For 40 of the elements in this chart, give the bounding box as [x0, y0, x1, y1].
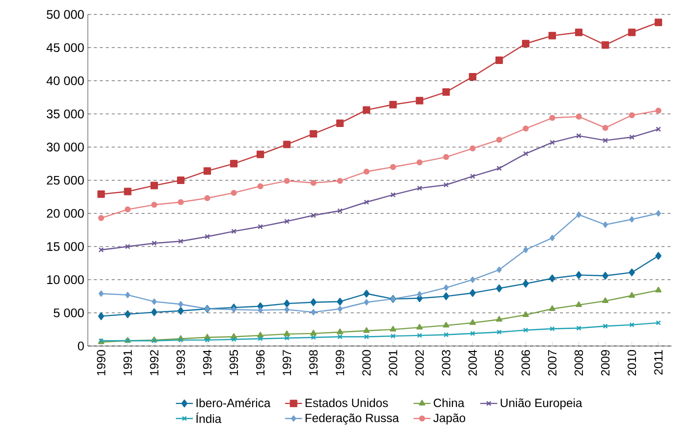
- x-tick-label: 1996: [256, 350, 265, 376]
- legend-label: Federação Russa: [306, 413, 399, 425]
- x-tick-label: 1991: [123, 350, 132, 376]
- y-tick-label: 0: [78, 342, 84, 350]
- x-tick-label: 1999: [336, 350, 344, 376]
- x-tick-label: 2002: [415, 350, 424, 376]
- legend-label: União Europeia: [500, 398, 582, 410]
- legend-label: Estados Unidos: [306, 398, 388, 408]
- legend-label: Índia: [196, 412, 222, 424]
- x-tick-label: 2006: [521, 350, 530, 376]
- x-tick-label: 2000: [362, 350, 371, 376]
- x-tick-label: 1993: [176, 350, 185, 376]
- x-tick-label: 1992: [150, 350, 158, 376]
- x-tick-label: 2008: [574, 350, 584, 376]
- y-tick-label: 45 000: [46, 43, 84, 52]
- legend-label: China: [434, 398, 464, 408]
- y-tick-label: 20 000: [46, 209, 84, 218]
- y-tick-label: 15 000: [47, 242, 84, 252]
- y-tick-label: 50 000: [46, 10, 84, 19]
- x-tick-label: 2001: [388, 350, 398, 376]
- x-tick-label: 1994: [203, 350, 212, 376]
- x-tick-label: 1990: [96, 350, 106, 376]
- x-tick-label: 2009: [601, 350, 610, 376]
- x-tick-label: 2004: [468, 350, 477, 376]
- x-tick-label: 2010: [628, 350, 636, 376]
- x-tick-label: 2003: [442, 350, 450, 376]
- legend-label: Ibero-América: [196, 398, 271, 408]
- y-tick-label: 10 000: [47, 275, 84, 284]
- y-tick-label: 35 000: [46, 110, 84, 118]
- x-tick-label: 2007: [548, 350, 556, 376]
- y-tick-label: 5 000: [54, 308, 84, 318]
- x-tick-label: 1995: [230, 350, 238, 376]
- y-tick-label: 25 000: [46, 176, 84, 185]
- legend-label: Japão: [433, 414, 466, 425]
- y-tick-label: 40 000: [46, 76, 84, 86]
- y-tick-label: 30 000: [46, 142, 84, 152]
- x-tick-label: 2011: [654, 350, 663, 375]
- x-tick-label: 1997: [282, 350, 292, 376]
- x-tick-label: 1998: [309, 350, 318, 376]
- x-tick-label: 2005: [494, 350, 504, 376]
